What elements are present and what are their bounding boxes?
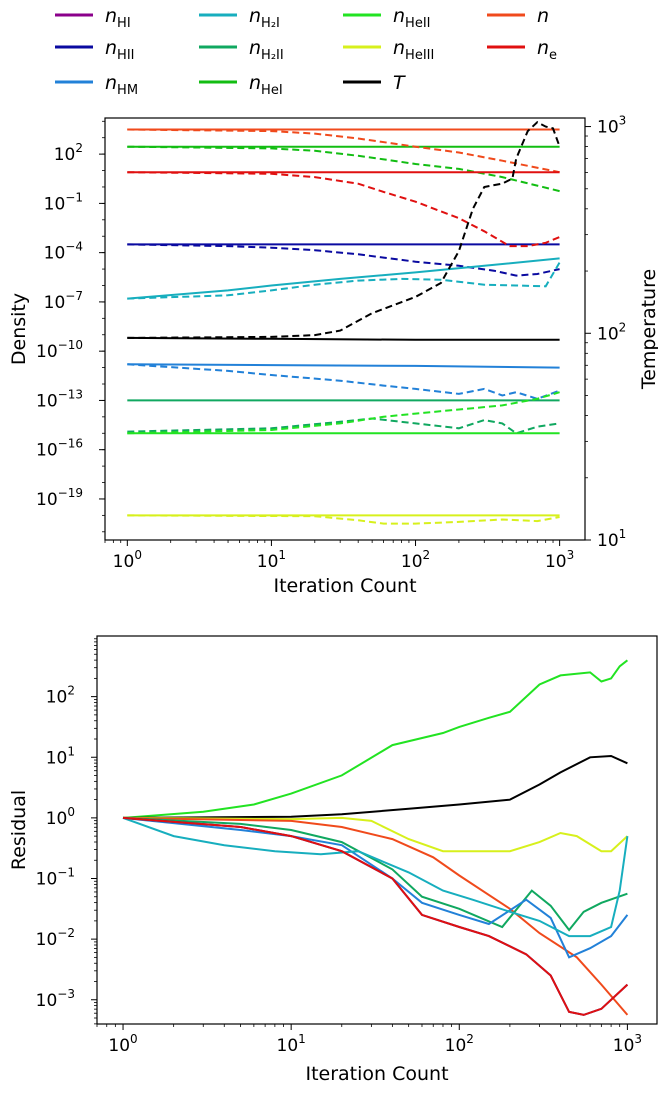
x-tick-label: 102 (445, 1032, 474, 1056)
density-chart: 100 101 102 103 10210−110−410−710−1010−1310… (8, 114, 658, 597)
series-n-h2ii-dashed-line (127, 417, 560, 435)
legend-item-n-e: ne (487, 37, 557, 63)
series-t-solid-line (127, 336, 560, 341)
residual-series-n-hm-line (122, 816, 629, 959)
legend: nHI nH₂I nHeII n nHII nH₂II nHeIII ne nHM nHeI T (55, 5, 557, 98)
temperature-y-axis-label: Temperature (638, 269, 658, 390)
legend-label: nHeII (393, 5, 431, 31)
series-n-hm-dashed-line (127, 363, 560, 400)
legend-label: nHI (105, 5, 131, 31)
series-n-h2i-solid-line (127, 257, 560, 300)
x-tick-label: 101 (277, 1032, 306, 1056)
series-n-heiii-dashed-line (127, 514, 560, 525)
x-tick-label: 103 (545, 548, 574, 572)
legend-label: T (393, 72, 406, 94)
density-x-ticks: 100 101 102 103 (104, 540, 574, 572)
residual-series-n-e-line (122, 816, 629, 1016)
y-tick-label: 10−13 (36, 387, 83, 411)
y-tick-label: 102 (46, 684, 75, 708)
residual-chart: 100 101 102 103 102 101 100 10−1 10−2 10−3 Itera… (8, 635, 658, 1085)
density-y-axis-label: Density (8, 293, 30, 365)
density-x-axis-label: Iteration Count (273, 575, 416, 597)
residual-plot-frame (96, 635, 658, 1025)
residual-x-axis-label: Iteration Count (305, 1063, 448, 1085)
legend-label: n (537, 5, 549, 27)
legend-item-n-h-i: nH₂I (199, 5, 280, 31)
y2-tick-label: 101 (597, 527, 626, 551)
legend-item-n: n (487, 5, 549, 27)
residual-series-group (122, 659, 629, 1016)
legend-label: nHII (105, 37, 135, 63)
density-plot-frame (104, 117, 586, 541)
legend-item-t: T (343, 72, 406, 94)
legend-item-n-hei: nHeI (199, 72, 283, 98)
residual-series-n-heiii-line (122, 816, 629, 853)
residual-series-t-line (122, 754, 628, 819)
y2-tick-label: 103 (597, 114, 626, 138)
residual-y-axis-label: Residual (8, 790, 30, 870)
y-tick-label: 10−2 (36, 926, 75, 950)
residual-series-n-h2ii-line (122, 816, 628, 932)
series-n-hei-dashed-line (127, 145, 560, 193)
density-y-ticks: 102 10−1 10−4 10−7 10−10 10−13 10−16 10−19 (36, 120, 105, 533)
residual-y-ticks: 102 101 100 10−1 10−2 10−3 (36, 638, 97, 1025)
legend-item-n-hm: nHM (55, 72, 138, 98)
legend-label: nH₂II (249, 37, 284, 63)
residual-x-ticks: 100 101 102 103 (96, 1024, 642, 1056)
series-n-heii-dashed-line (127, 391, 560, 435)
y-tick-label: 10−16 (36, 437, 83, 461)
x-tick-label: 100 (113, 548, 142, 572)
legend-item-n-hii: nHII (55, 37, 135, 63)
y-tick-label: 10−7 (44, 289, 83, 313)
series-t-dashed-line (127, 120, 561, 339)
y-tick-label: 10−1 (44, 190, 83, 214)
series-n-h2i-dashed-line (127, 261, 561, 300)
legend-item-n-h-ii: nH₂II (199, 37, 284, 63)
y2-tick-label: 102 (597, 320, 626, 344)
series-n-e-dashed-line (127, 171, 560, 248)
y-tick-label: 10−10 (36, 338, 83, 362)
x-tick-label: 102 (401, 548, 430, 572)
temperature-y-ticks: 101 102 103 (585, 114, 626, 551)
y-tick-label: 10−19 (36, 486, 83, 510)
series-n-dashed-line (127, 128, 560, 174)
x-tick-label: 101 (257, 548, 286, 572)
y-tick-label: 100 (46, 805, 75, 829)
y-tick-label: 101 (46, 744, 75, 768)
x-tick-label: 103 (613, 1032, 642, 1056)
legend-item-n-hi: nHI (55, 5, 131, 31)
density-series-group (127, 120, 561, 525)
legend-label: nH₂I (249, 5, 280, 31)
legend-item-n-heii: nHeII (343, 5, 431, 31)
residual-series-n-heii-line (122, 659, 629, 819)
y-tick-label: 10−1 (36, 866, 75, 890)
legend-label: ne (537, 37, 557, 63)
residual-series-n-h2i-line (122, 816, 629, 938)
series-n-hm-solid-line (127, 363, 560, 369)
x-tick-label: 100 (108, 1032, 137, 1056)
legend-label: nHM (105, 72, 138, 98)
y-tick-label: 10−4 (44, 240, 83, 264)
residual-series-n-line (122, 816, 629, 1016)
legend-label: nHeI (249, 72, 283, 98)
legend-label: nHeIII (393, 37, 434, 63)
legend-item-n-heiii: nHeIII (343, 37, 434, 63)
y-tick-label: 10−3 (36, 987, 75, 1011)
series-n-hii-dashed-line (127, 243, 560, 277)
y-tick-label: 102 (54, 141, 83, 165)
residual-series-n-hii-line (122, 816, 629, 1016)
